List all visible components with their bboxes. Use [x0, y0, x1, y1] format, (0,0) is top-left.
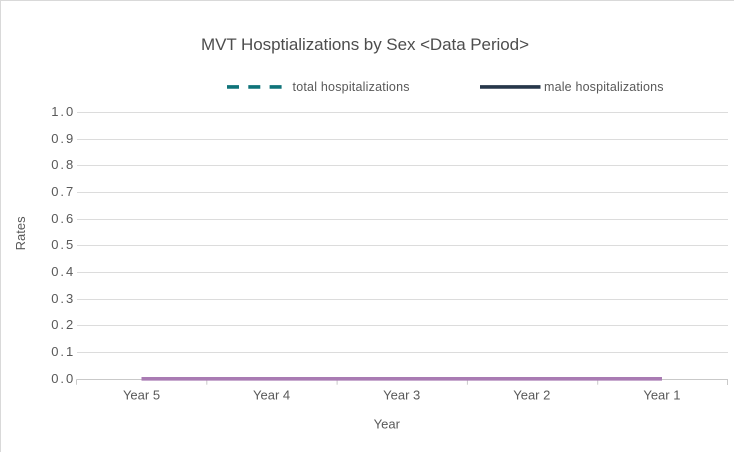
svg-text:MVT Hosptializations by Sex <D: MVT Hosptializations by Sex <Data Period… [201, 35, 529, 54]
svg-text:Year 1: Year 1 [643, 387, 680, 402]
svg-text:1.0: 1.0 [51, 104, 73, 119]
svg-text:Rates: Rates [13, 216, 28, 250]
svg-text:0.7: 0.7 [51, 184, 73, 199]
svg-text:0.6: 0.6 [51, 211, 73, 226]
svg-text:male hospitalizations: male hospitalizations [544, 80, 664, 94]
svg-text:Year 3: Year 3 [383, 387, 420, 402]
svg-text:0.3: 0.3 [51, 291, 73, 306]
svg-text:Year: Year [374, 416, 401, 431]
svg-text:total hospitalizations: total hospitalizations [293, 80, 410, 94]
svg-text:Year 2: Year 2 [513, 387, 550, 402]
svg-text:0.1: 0.1 [51, 344, 73, 359]
svg-text:0.0: 0.0 [51, 371, 73, 386]
svg-text:0.9: 0.9 [51, 131, 73, 146]
svg-text:Year 5: Year 5 [123, 387, 160, 402]
svg-text:0.8: 0.8 [51, 157, 73, 172]
svg-text:0.4: 0.4 [51, 264, 73, 279]
svg-text:0.5: 0.5 [51, 237, 73, 252]
svg-text:0.2: 0.2 [51, 317, 73, 332]
svg-text:Year 4: Year 4 [253, 387, 290, 402]
